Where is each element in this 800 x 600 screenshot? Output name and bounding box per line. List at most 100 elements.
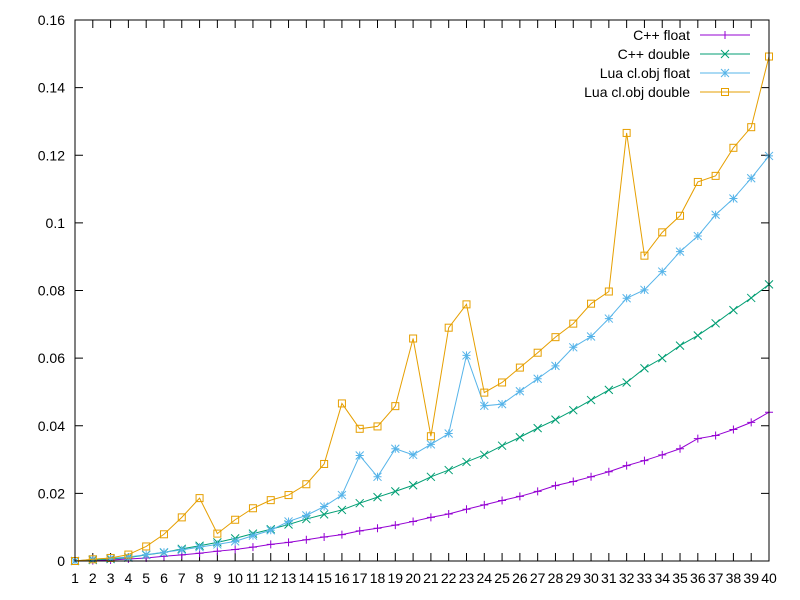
y-tick-label: 0.12	[38, 147, 65, 163]
data-point	[711, 431, 720, 440]
legend-label: C++ float	[633, 27, 690, 43]
data-point	[213, 540, 222, 549]
x-tick-label: 37	[708, 570, 724, 586]
data-point	[408, 480, 418, 490]
data-point	[284, 538, 293, 547]
data-point	[230, 537, 240, 546]
data-point	[301, 510, 311, 520]
x-tick-label: 25	[494, 570, 510, 586]
data-point	[390, 486, 400, 496]
data-point	[337, 530, 346, 539]
data-point	[747, 123, 756, 132]
data-point	[515, 363, 524, 372]
y-tick-label: 0.1	[46, 215, 66, 231]
x-tick-label: 9	[213, 570, 221, 586]
y-tick-label: 0.14	[38, 80, 65, 96]
data-point	[551, 415, 560, 425]
data-point	[622, 461, 631, 470]
data-point	[142, 542, 151, 551]
data-point	[551, 481, 560, 490]
data-point	[533, 487, 542, 496]
x-tick-label: 30	[583, 570, 599, 586]
data-point	[426, 472, 436, 482]
x-tick-label: 4	[124, 570, 132, 586]
x-tick-label: 22	[441, 570, 457, 586]
data-point	[533, 374, 543, 384]
data-point	[551, 333, 560, 342]
x-tick-label: 15	[316, 570, 332, 586]
data-point	[515, 432, 525, 442]
x-tick-label: 8	[196, 570, 204, 586]
x-tick-label: 7	[178, 570, 186, 586]
x-tick-label: 13	[281, 570, 297, 586]
data-point	[124, 552, 133, 562]
data-point	[711, 210, 720, 220]
data-point	[408, 450, 418, 460]
data-point	[569, 477, 578, 486]
y-tick-label: 0.08	[38, 283, 65, 299]
legend-entry: Lua cl.obj float	[600, 65, 750, 81]
data-point	[480, 388, 489, 397]
x-tick-label: 32	[619, 570, 635, 586]
x-tick-label: 18	[370, 570, 386, 586]
data-point	[266, 496, 275, 505]
data-point	[284, 517, 293, 526]
x-tick-label: 36	[690, 570, 706, 586]
data-point	[444, 510, 453, 519]
data-point	[693, 331, 703, 340]
data-point	[675, 341, 685, 350]
x-tick-label: 29	[565, 570, 581, 586]
data-point	[747, 418, 756, 427]
plot-border	[74, 19, 770, 562]
data-point	[409, 334, 418, 343]
series-line	[74, 284, 770, 562]
data-point	[390, 444, 400, 454]
data-point	[587, 299, 596, 308]
data-point	[676, 211, 685, 220]
series-c-float	[71, 408, 773, 565]
data-point	[658, 228, 667, 237]
x-tick-label: 33	[637, 570, 653, 586]
data-point	[657, 267, 667, 276]
data-point	[319, 509, 329, 519]
data-point	[551, 361, 560, 371]
x-tick-label: 11	[246, 570, 261, 586]
data-point	[355, 424, 364, 433]
data-point	[729, 194, 738, 203]
data-point	[231, 545, 240, 554]
data-point	[640, 251, 649, 260]
data-point	[693, 177, 702, 186]
x-tick-label: 20	[405, 570, 421, 586]
data-point	[159, 547, 169, 557]
data-point	[462, 300, 471, 309]
legend: C++ float C++ double Lua cl.obj float Lua c…	[584, 27, 750, 100]
data-point	[497, 399, 507, 409]
data-point	[622, 378, 631, 387]
data-point	[604, 467, 613, 476]
data-point	[426, 439, 436, 449]
series-line	[74, 56, 770, 562]
data-point	[568, 342, 578, 352]
data-point	[337, 399, 346, 408]
data-point	[721, 88, 729, 96]
data-point	[604, 287, 613, 296]
series-line	[74, 411, 770, 562]
data-point	[337, 490, 347, 500]
data-point	[302, 535, 311, 544]
x-tick-label: 21	[423, 570, 439, 586]
data-point	[319, 502, 329, 511]
x-tick-label: 23	[459, 570, 475, 586]
data-point	[248, 531, 258, 540]
data-point	[604, 385, 614, 395]
data-point	[391, 521, 400, 530]
x-tick-label: 14	[299, 570, 315, 586]
data-point	[355, 451, 365, 460]
data-point	[159, 530, 168, 539]
data-point	[604, 314, 614, 323]
legend-entry: C++ double	[618, 46, 750, 62]
data-point	[675, 247, 685, 256]
data-point	[587, 472, 596, 481]
data-point	[462, 351, 471, 360]
data-point	[515, 492, 524, 501]
